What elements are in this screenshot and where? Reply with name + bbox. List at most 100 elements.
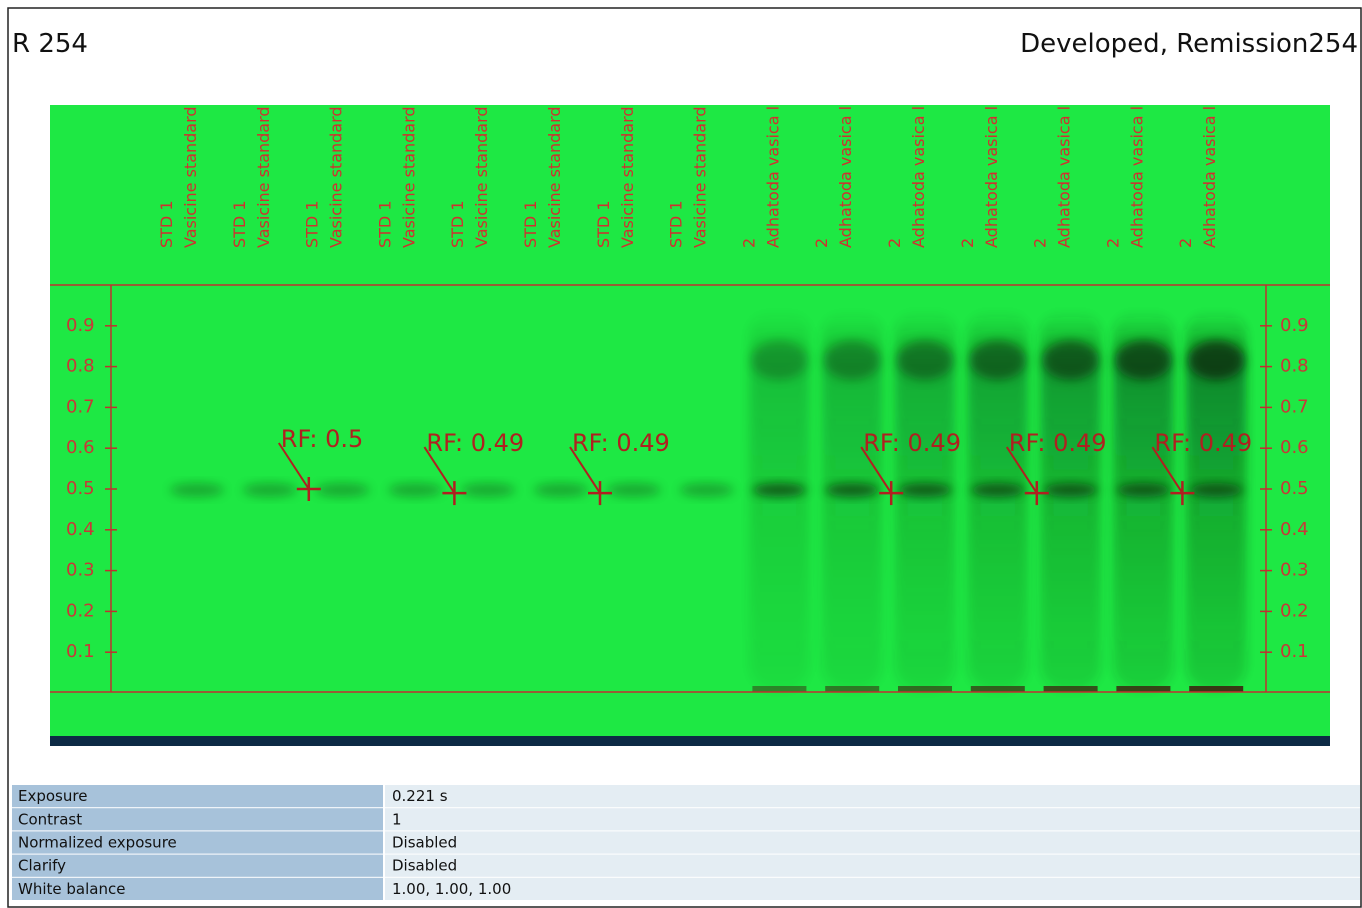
spot (751, 340, 807, 380)
key-text: Exposure (18, 787, 87, 805)
rf-label: RF: 0.49 (426, 429, 524, 457)
value-cell (385, 831, 1360, 853)
rf-label: RF: 0.49 (1009, 429, 1107, 457)
tick-label: 0.1 (1280, 641, 1309, 662)
spot (1115, 340, 1171, 380)
application-band (971, 686, 1025, 692)
rf-label: RF: 0.49 (1154, 429, 1252, 457)
rf-label: RF: 0.5 (281, 425, 364, 453)
rf-label: RF: 0.49 (863, 429, 961, 457)
rf-label: RF: 0.49 (572, 429, 670, 457)
spot (534, 483, 588, 497)
application-band (1044, 686, 1098, 692)
spot (1189, 483, 1243, 497)
plate-edge (50, 736, 1330, 746)
lane-label: Vasicine standard (181, 106, 200, 248)
spot (970, 340, 1026, 380)
spot (824, 340, 880, 380)
lane-label: 2 (1031, 238, 1050, 248)
spot (1043, 340, 1099, 380)
tick-label: 0.1 (66, 641, 95, 662)
tick-label: 0.2 (66, 600, 95, 621)
value-text: 1.00, 1.00, 1.00 (392, 880, 511, 898)
lane-label: 2 (1103, 238, 1122, 248)
lane-label: Adhatoda vasica l (982, 106, 1001, 248)
spot (1188, 340, 1244, 380)
lane-label: Vasicine standard (254, 106, 273, 248)
lane-label: STD 1 (667, 200, 686, 248)
spot (680, 483, 734, 497)
spot (461, 483, 515, 497)
lane-label: STD 1 (157, 200, 176, 248)
mode: Developed, Remission254 (1020, 29, 1358, 59)
tick-label: 0.3 (66, 560, 95, 581)
tick-label: 0.5 (66, 478, 95, 499)
key-text: White balance (18, 880, 125, 898)
value-cell (385, 785, 1360, 807)
value-text: 1 (392, 810, 402, 828)
spot (388, 483, 442, 497)
spot (752, 483, 806, 497)
tick-label: 0.2 (1280, 600, 1309, 621)
lane-label: STD 1 (375, 200, 394, 248)
title: R 254 (12, 29, 88, 59)
spot (898, 483, 952, 497)
key-cell (12, 855, 383, 877)
spot (1116, 483, 1170, 497)
lane-label: Vasicine standard (399, 106, 418, 248)
tick-label: 0.8 (66, 356, 95, 377)
value-text: Disabled (392, 834, 457, 852)
screenshot: R 254 Developed, Remission254 0.1 0.1 0.2 0… (0, 0, 1362, 908)
lane-label: Adhatoda vasica l (763, 106, 782, 248)
tick-label: 0.6 (66, 437, 95, 458)
lane-label: Adhatoda vasica l (836, 106, 855, 248)
spot (971, 483, 1025, 497)
spot (1044, 483, 1098, 497)
tick-label: 0.7 (66, 396, 95, 417)
lane-label: STD 1 (303, 200, 322, 248)
application-band (1116, 686, 1170, 692)
lane-label: Vasicine standard (618, 106, 637, 248)
spot (316, 483, 370, 497)
application-band (752, 686, 806, 692)
application-band (1189, 686, 1243, 692)
tick-label: 0.3 (1280, 560, 1309, 581)
application-band (825, 686, 879, 692)
tick-label: 0.9 (66, 315, 95, 336)
lane-label: STD 1 (521, 200, 540, 248)
key-text: Normalized exposure (18, 834, 177, 852)
lane-label: 2 (739, 238, 758, 248)
lane-label: 2 (885, 238, 904, 248)
spot (243, 483, 297, 497)
key-text: Contrast (18, 810, 82, 828)
lane-label: 2 (812, 238, 831, 248)
spot (825, 483, 879, 497)
tick-label: 0.4 (66, 519, 95, 540)
tick-label: 0.7 (1280, 396, 1309, 417)
application-band (898, 686, 952, 692)
lane-label: Adhatoda vasica l (909, 106, 928, 248)
tick-label: 0.8 (1280, 356, 1309, 377)
lane-label: STD 1 (230, 200, 249, 248)
tick-label: 0.9 (1280, 315, 1309, 336)
tick-label: 0.5 (1280, 478, 1309, 499)
lane-label: 2 (958, 238, 977, 248)
lane-label: Vasicine standard (327, 106, 346, 248)
lane-label: Vasicine standard (691, 106, 710, 248)
lane-label: STD 1 (448, 200, 467, 248)
value-text: Disabled (392, 857, 457, 875)
value-text: 0.221 s (392, 787, 448, 805)
lane-label: Vasicine standard (545, 106, 564, 248)
value-cell (385, 855, 1360, 877)
key-text: Clarify (18, 857, 66, 875)
lane-label: Adhatoda vasica l (1127, 106, 1146, 248)
lane-label: Adhatoda vasica l (1200, 106, 1219, 248)
spot (170, 483, 224, 497)
tick-label: 0.4 (1280, 519, 1309, 540)
lane-label: STD 1 (594, 200, 613, 248)
lane-label: 2 (1176, 238, 1195, 248)
value-cell (385, 878, 1360, 900)
tick-label: 0.6 (1280, 437, 1309, 458)
spot (607, 483, 661, 497)
value-cell (385, 808, 1360, 830)
